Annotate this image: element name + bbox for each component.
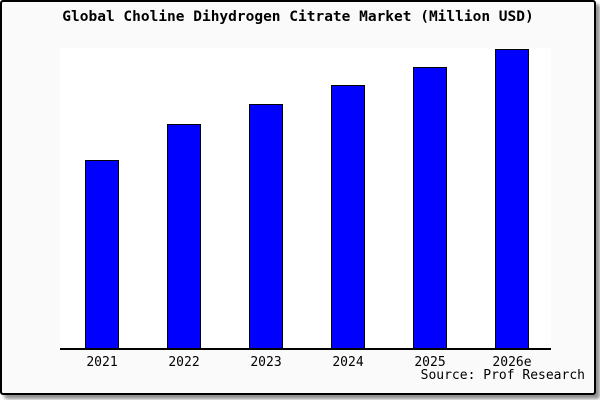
bar-2024 [331,85,365,348]
x-tick-label-2023: 2023 [250,355,282,370]
bar-2026e [495,49,529,348]
source-note: Source: Prof Research [420,368,585,383]
bar-2023 [249,104,283,348]
bar-2025 [413,67,447,348]
x-tick-label-2024: 2024 [332,355,364,370]
bar-2022 [167,124,201,348]
plot-area [60,48,551,350]
x-tick-label-2021: 2021 [86,355,118,370]
x-tick-label-2022: 2022 [168,355,200,370]
chart-title: Global Choline Dihydrogen Citrate Market… [62,9,534,25]
bar-2021 [85,160,119,348]
